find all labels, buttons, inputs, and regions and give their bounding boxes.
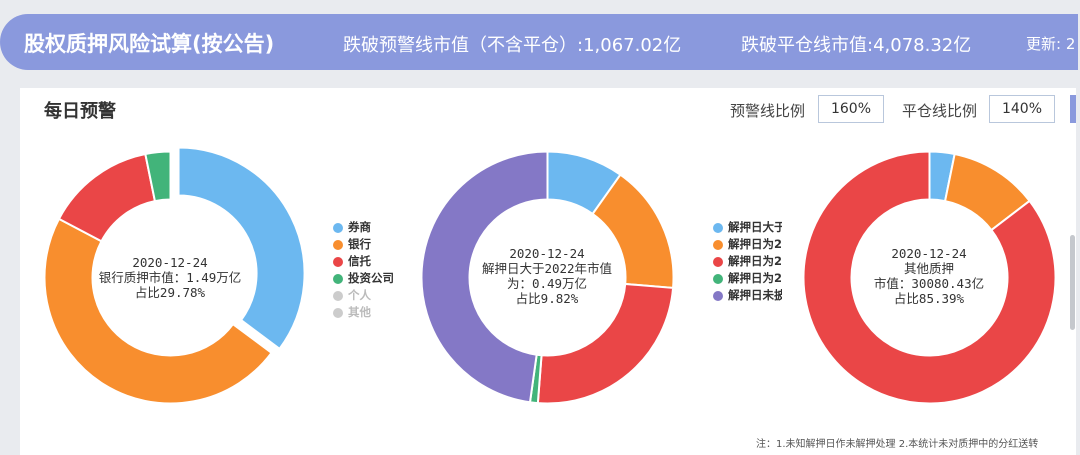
legend-dot: [713, 274, 723, 284]
warning-ratio-input[interactable]: 160%: [818, 95, 884, 123]
legend-item-broker[interactable]: 券商: [333, 219, 413, 236]
center-ratio: 占比9.82%: [515, 291, 579, 306]
panel-title: 每日预警: [44, 101, 116, 122]
donut-2-legend: 解押日大于2022年 解押日为2022年 解押日为2021年 解押日为2020年…: [713, 219, 782, 304]
legend-item-bank[interactable]: 银行: [333, 236, 413, 253]
vertical-scrollbar[interactable]: [1070, 235, 1075, 330]
legend-label: 个人: [348, 288, 371, 302]
legend-dot: [713, 240, 723, 250]
legend-label: 解押日为2022年: [728, 237, 782, 251]
legend-label: 解押日为2021年: [728, 254, 782, 268]
legend-label: 信托: [348, 254, 371, 268]
legend-item-other[interactable]: 其他: [333, 304, 413, 321]
center-ratio: 占比85.39%: [893, 291, 965, 306]
legend-dot: [333, 308, 343, 318]
center-value: 银行质押市值：1.49万亿: [98, 270, 242, 285]
legend-item-release-after-2022[interactable]: 解押日大于2022年: [713, 219, 782, 236]
center-ratio: 占比29.78%: [134, 285, 206, 300]
legend-label: 解押日大于2022年: [728, 220, 782, 234]
panel-action-edge[interactable]: [1070, 95, 1076, 123]
donut-slice-3-3[interactable]: [802, 150, 1057, 405]
donut-slice-1-1[interactable]: [177, 146, 306, 351]
donut-1-legend: 券商 银行 信托 投资公司 个人 其他: [333, 219, 413, 321]
center-category: 解押日大于2022年市值: [481, 261, 613, 276]
center-value: 市值：30080.43亿: [873, 276, 985, 291]
update-time: 更新: 2: [1026, 35, 1076, 53]
close-line-summary: 跌破平仓线市值:4,078.32亿: [741, 35, 972, 56]
legend-dot: [713, 223, 723, 233]
page-title: 股权质押风险试算(按公告): [24, 32, 275, 56]
legend-label: 解押日为2020年: [728, 271, 782, 285]
center-date: 2020-12-24: [509, 246, 585, 261]
donut-2-center-label: 2020-12-24 解押日大于2022年市值 为：0.49万亿 占比9.82%: [457, 246, 637, 306]
legend-dot: [713, 291, 723, 301]
donut-slice-1-2[interactable]: [43, 217, 273, 405]
summary-header-bar: 股权质押风险试算(按公告) 跌破预警线市值（不含平仓）:1,067.02亿 跌破…: [0, 14, 1078, 70]
close-ratio-label: 平仓线比例: [902, 102, 978, 120]
legend-item-release-2021[interactable]: 解押日为2021年: [713, 253, 782, 270]
legend-item-release-undisclosed[interactable]: 解押日未披露: [713, 287, 782, 304]
pledge-by-release-date-donut-chart[interactable]: [415, 145, 680, 410]
close-ratio-input[interactable]: 140%: [989, 95, 1055, 123]
legend-dot: [333, 274, 343, 284]
legend-item-investment-company[interactable]: 投资公司: [333, 270, 413, 287]
warning-ratio-label: 预警线比例: [730, 102, 806, 120]
center-value: 为：0.49万亿: [506, 276, 588, 291]
center-category: 其他质押: [903, 261, 954, 276]
legend-label: 券商: [348, 220, 371, 234]
legend-dot: [333, 291, 343, 301]
legend-dot: [333, 257, 343, 267]
legend-label: 投资公司: [348, 271, 394, 285]
legend-item-trust[interactable]: 信托: [333, 253, 413, 270]
footnote: 注：1.未知解押日作未解押处理 2.本统计未对质押中的分红送转: [756, 439, 1039, 450]
donut-slice-1-4[interactable]: [144, 150, 172, 203]
legend-dot: [713, 257, 723, 267]
other-pledge-donut-chart[interactable]: [797, 145, 1062, 410]
legend-item-release-2020[interactable]: 解押日为2020年: [713, 270, 782, 287]
donut-3-center-label: 2020-12-24 其他质押 市值：30080.43亿 占比85.39%: [839, 246, 1019, 306]
legend-label: 银行: [348, 237, 371, 251]
donut-1-center-label: 2020-12-24 银行质押市值：1.49万亿 占比29.78%: [80, 255, 260, 300]
warning-line-summary: 跌破预警线市值（不含平仓）:1,067.02亿: [343, 35, 682, 56]
legend-item-release-2022[interactable]: 解押日为2022年: [713, 236, 782, 253]
legend-label: 解押日未披露: [728, 288, 782, 302]
pledge-by-type-donut-chart[interactable]: [38, 145, 306, 410]
center-date: 2020-12-24: [132, 255, 208, 270]
legend-item-individual[interactable]: 个人: [333, 287, 413, 304]
donut-slice-2-5[interactable]: [420, 150, 549, 404]
legend-dot: [333, 240, 343, 250]
center-date: 2020-12-24: [891, 246, 967, 261]
donut-slice-2-3[interactable]: [536, 282, 675, 405]
legend-dot: [333, 223, 343, 233]
legend-label: 其他: [348, 305, 371, 319]
